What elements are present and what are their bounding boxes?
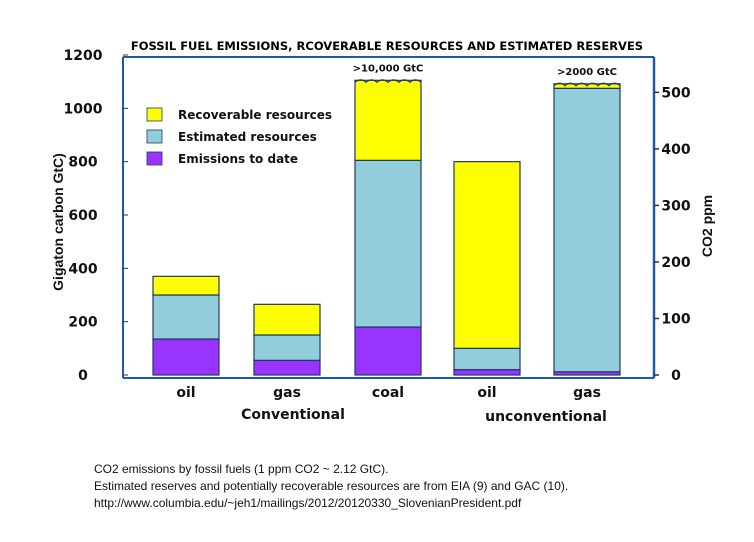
x-tick-label: gas — [273, 385, 301, 401]
y2-tick-label: 0 — [671, 368, 681, 384]
chart: FOSSIL FUEL EMISSIONS, RCOVERABLE RESOUR… — [50, 39, 715, 425]
bar-break-mark — [553, 82, 621, 87]
y2-tick-label: 400 — [661, 142, 690, 158]
bar-segment — [253, 303, 321, 336]
legend-swatch — [146, 151, 163, 166]
x-group-label: unconventional — [485, 409, 607, 425]
x-tick-label: oil — [477, 385, 496, 401]
y-tick-label: 600 — [68, 208, 97, 224]
y2-tick-label: 100 — [661, 311, 690, 327]
x-tick-label: coal — [372, 385, 404, 401]
bar-segment — [354, 79, 422, 161]
bar-segment — [354, 159, 422, 328]
bar-segment — [553, 87, 621, 373]
y-axis-label: Gigaton carbon GtC) — [50, 153, 66, 291]
y-tick-label: 0 — [78, 368, 88, 384]
bar-break-mark — [354, 79, 422, 84]
y2-axis-label: CO2 ppm — [699, 195, 715, 257]
bar-segment — [152, 338, 220, 376]
bar-segment — [453, 369, 521, 376]
y2-tick-label: 500 — [661, 85, 690, 101]
bar-segment — [152, 294, 220, 340]
legend-label: Estimated resources — [178, 130, 317, 144]
bar-segment — [152, 275, 220, 296]
bar-segment — [453, 347, 521, 371]
footnotes: CO2 emissions by fossil fuels (1 ppm CO2… — [94, 461, 568, 512]
bar-segment — [253, 334, 321, 361]
y-tick-label: 1200 — [64, 48, 103, 64]
y2-tick-label: 200 — [661, 255, 690, 271]
legend-label: Recoverable resources — [178, 108, 332, 122]
chart-title: FOSSIL FUEL EMISSIONS, RCOVERABLE RESOUR… — [131, 39, 643, 53]
y-tick-label: 1000 — [64, 101, 103, 117]
y-tick-label: 200 — [68, 315, 97, 331]
bar-segment — [453, 161, 521, 349]
y2-tick-label: 300 — [661, 198, 690, 214]
legend-swatch — [146, 129, 163, 144]
y-tick-label: 400 — [68, 261, 97, 277]
x-group-label: Conventional — [241, 407, 345, 423]
bar-segment — [253, 359, 321, 376]
bar-segment — [354, 326, 422, 376]
footnote-url: http://www.columbia.edu/~jeh1/mailings/2… — [94, 496, 522, 510]
y-tick-label: 800 — [68, 155, 97, 171]
legend-swatch — [146, 107, 163, 122]
footnote-conversion: CO2 emissions by fossil fuels (1 ppm CO2… — [94, 462, 389, 476]
bar-annotation: >10,000 GtC — [353, 63, 424, 74]
legend-label: Emissions to date — [178, 152, 298, 166]
bar-annotation: >2000 GtC — [557, 67, 617, 78]
x-tick-label: oil — [176, 385, 195, 401]
footnote-sources: Estimated reserves and potentially recov… — [94, 479, 569, 493]
x-tick-label: gas — [573, 385, 601, 401]
